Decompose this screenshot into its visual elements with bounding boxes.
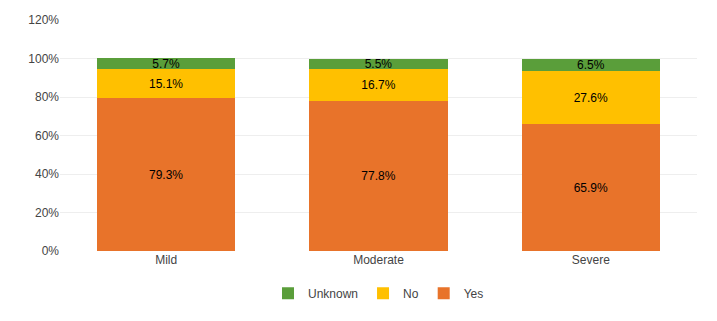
svg-text:40%: 40%: [35, 167, 59, 181]
svg-text:No: No: [403, 287, 419, 301]
svg-text:20%: 20%: [35, 206, 59, 220]
svg-text:6.5%: 6.5%: [577, 58, 605, 72]
svg-text:80%: 80%: [35, 90, 59, 104]
svg-text:16.7%: 16.7%: [361, 78, 395, 92]
svg-text:5.5%: 5.5%: [365, 57, 393, 71]
svg-text:100%: 100%: [28, 52, 59, 66]
svg-text:77.8%: 77.8%: [361, 169, 395, 183]
svg-text:Moderate: Moderate: [353, 253, 404, 267]
svg-text:120%: 120%: [28, 13, 59, 27]
svg-text:60%: 60%: [35, 129, 59, 143]
svg-text:Mild: Mild: [155, 253, 177, 267]
svg-text:27.6%: 27.6%: [574, 91, 608, 105]
svg-text:5.7%: 5.7%: [152, 57, 180, 71]
svg-text:Unknown: Unknown: [308, 287, 358, 301]
svg-text:Yes: Yes: [464, 287, 484, 301]
svg-text:65.9%: 65.9%: [574, 181, 608, 195]
svg-text:Severe: Severe: [572, 253, 610, 267]
svg-text:15.1%: 15.1%: [149, 77, 183, 91]
svg-text:0%: 0%: [42, 244, 60, 258]
svg-text:79.3%: 79.3%: [149, 168, 183, 182]
